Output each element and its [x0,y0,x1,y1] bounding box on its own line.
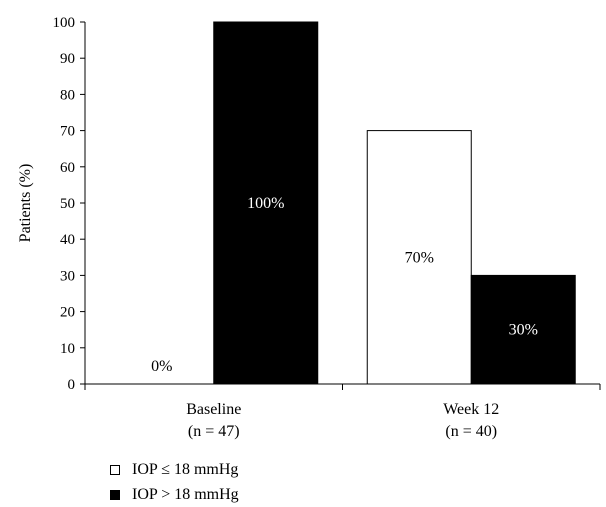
y-tick-label: 100 [53,15,76,31]
y-tick-label: 70 [60,124,75,140]
data-label: 70% [405,249,434,266]
y-tick-label: 30 [60,268,75,284]
bar [213,21,319,385]
x-tick-sublabel: (n = 47) [188,423,240,440]
x-tick-label: Baseline [186,401,241,418]
legend-swatch-white [110,464,120,475]
legend-item-iop-le-18: IOP ≤ 18 mmHg [110,457,239,482]
y-axis-label: Patients (%) [17,164,34,243]
legend-label: IOP ≤ 18 mmHg [132,460,239,478]
data-label: 30% [509,322,538,339]
x-axis: Baseline (n = 47) Week 12 (n = 40) [84,383,601,440]
y-tick-label: 10 [60,341,75,357]
data-label: 100% [247,195,284,212]
y-tick-label: 20 [60,305,75,321]
data-label: 0% [151,358,172,375]
legend: IOP ≤ 18 mmHg IOP > 18 mmHg [110,457,239,507]
y-tick-label: 90 [60,51,75,67]
bars [213,21,576,385]
bar [470,274,576,385]
y-tick-label: 80 [60,87,75,103]
y-tick-label: 60 [60,160,75,176]
x-tick-label: Week 12 [443,401,499,418]
y-tick-label: 0 [68,377,76,393]
x-tick-sublabel: (n = 40) [445,423,497,440]
y-axis: 0 10 20 30 40 50 60 70 80 90 100 [53,15,86,393]
bar [366,130,472,385]
legend-item-iop-gt-18: IOP > 18 mmHg [110,482,239,507]
y-tick-label: 50 [60,196,75,212]
legend-swatch-black [110,489,120,500]
bar-chart: 0 10 20 30 40 50 60 70 80 90 100 Baseline (n = 47) W… [17,15,601,440]
data-labels: 0% 100% 70% 30% [151,195,538,375]
y-tick-label: 40 [60,232,75,248]
legend-label: IOP > 18 mmHg [132,485,239,503]
